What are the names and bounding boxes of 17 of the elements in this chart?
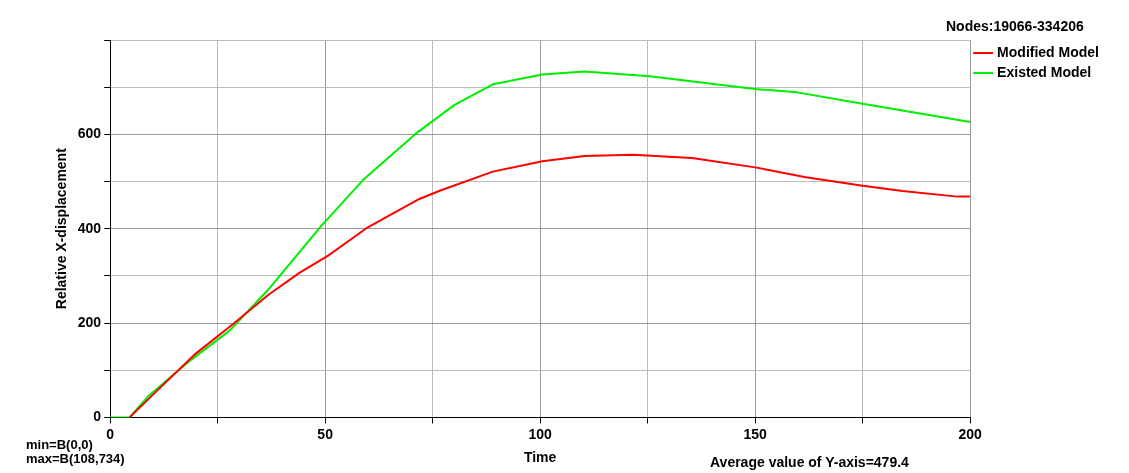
text: Nodes:19066-334206 [946, 18, 1084, 34]
x-tick-label: 200 [958, 425, 983, 442]
legend-label: Modified Model [997, 43, 1100, 60]
y-tick-label: 600 [77, 125, 102, 142]
y-tick-label: 200 [77, 313, 102, 330]
legend-label: Existed Model [997, 63, 1092, 80]
text: min=B(0,0) [26, 437, 93, 452]
x-tick-label: 100 [528, 425, 553, 442]
y-tick-label: 400 [77, 219, 102, 236]
x-axis-title: Time [523, 449, 557, 466]
y-tick-label: 0 [93, 408, 102, 425]
text: max=B(108,734) [26, 451, 125, 466]
x-tick-label: 0 [106, 425, 115, 442]
text: Average value of Y-axis=479.4 [710, 454, 909, 470]
y-axis-title: Relative X-displacement [53, 147, 70, 310]
x-tick-label: 50 [317, 425, 334, 442]
x-tick-label: 150 [743, 425, 768, 442]
